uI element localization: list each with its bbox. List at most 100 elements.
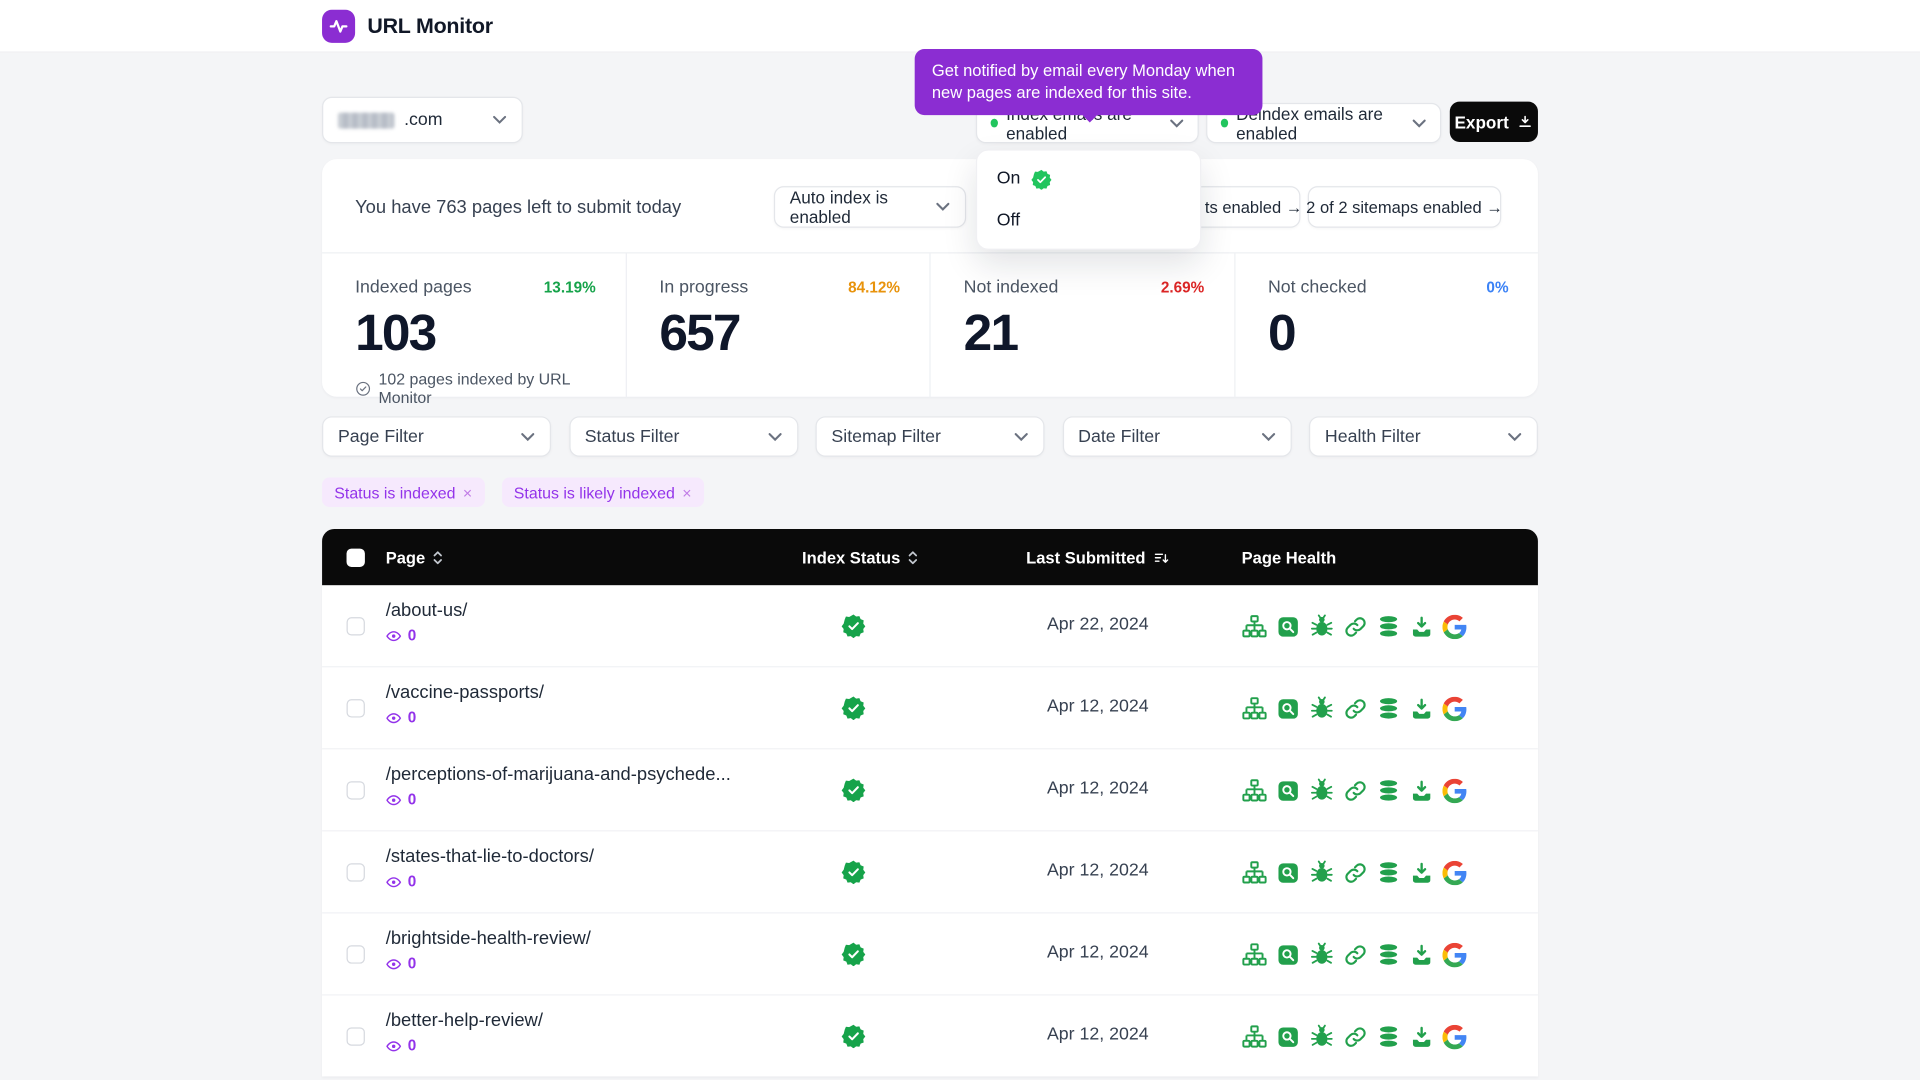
stat-label: Not checked	[1267, 277, 1367, 298]
page-inspect-icon[interactable]	[1276, 696, 1300, 720]
inbox-download-icon[interactable]	[1409, 614, 1433, 638]
column-header-page[interactable]: Page	[386, 529, 444, 585]
last-submitted-date: Apr 12, 2024	[1046, 778, 1149, 799]
link-icon[interactable]	[1343, 696, 1367, 720]
link-icon[interactable]	[1343, 614, 1367, 638]
page-path-link[interactable]: /vaccine-passports/	[385, 682, 544, 703]
inbox-download-icon[interactable]	[1409, 1024, 1433, 1048]
inbox-download-icon[interactable]	[1409, 778, 1433, 802]
stat-value: 0	[1267, 303, 1297, 362]
popup-option[interactable]: On	[977, 158, 1200, 200]
domain-select[interactable]: .com	[322, 96, 523, 144]
row-checkbox[interactable]	[346, 617, 365, 636]
column-header-last-submitted[interactable]: Last Submitted	[1026, 529, 1169, 585]
activity-pulse-icon	[322, 9, 356, 43]
index-status-badge	[841, 942, 866, 967]
select-all-checkbox[interactable]	[346, 547, 365, 567]
page-inspect-icon[interactable]	[1276, 942, 1300, 966]
auto-index-dropdown[interactable]: Auto index is enabled	[773, 186, 967, 228]
page-inspect-icon[interactable]	[1276, 614, 1300, 638]
sitemap-icon[interactable]	[1242, 860, 1268, 886]
database-icon[interactable]	[1376, 696, 1400, 720]
database-icon[interactable]	[1376, 860, 1400, 884]
crawler-bug-icon[interactable]	[1309, 696, 1335, 722]
filter-dropdown[interactable]: Health Filter	[1308, 416, 1538, 457]
filter-dropdown[interactable]: Date Filter	[1062, 416, 1292, 457]
crawler-bug-icon[interactable]	[1309, 1024, 1335, 1050]
export-label: Export	[1454, 112, 1509, 132]
page-inspect-icon[interactable]	[1276, 860, 1300, 884]
inbox-download-icon[interactable]	[1409, 860, 1433, 884]
quota-text: You have 763 pages left to submit today	[355, 197, 682, 218]
stat-percent: 0%	[1486, 279, 1509, 297]
page-views: 0	[386, 1037, 543, 1054]
page-path-link[interactable]: /states-that-lie-to-doctors/	[385, 846, 594, 867]
page-inspect-icon[interactable]	[1276, 778, 1300, 802]
sitemap-icon[interactable]	[1242, 1024, 1268, 1050]
inbox-download-icon[interactable]	[1409, 696, 1433, 720]
row-checkbox[interactable]	[346, 699, 365, 718]
sort-icon	[433, 550, 443, 564]
last-submitted-date: Apr 12, 2024	[1046, 860, 1149, 881]
chevron-down-icon	[1507, 432, 1522, 442]
remove-filter-icon[interactable]: ×	[462, 483, 473, 502]
chevron-down-icon	[767, 432, 782, 442]
sitemaps-enabled-button[interactable]: 2 of 2 sitemaps enabled →	[1306, 186, 1503, 228]
page-path-link[interactable]: /about-us/	[385, 599, 468, 621]
inbox-download-icon[interactable]	[1409, 942, 1433, 966]
index-emails-popup: On Off	[975, 149, 1202, 250]
google-icon[interactable]	[1442, 942, 1467, 967]
row-checkbox[interactable]	[346, 945, 365, 964]
popup-option[interactable]: Off	[996, 210, 1021, 231]
stat-card: Not indexed 2.69% 21	[929, 253, 1233, 398]
top-bar: URL Monitor	[0, 0, 1920, 53]
crawler-bug-icon[interactable]	[1309, 860, 1335, 886]
active-filter-chip: Status is likely indexed ×	[501, 477, 704, 507]
google-icon[interactable]	[1442, 614, 1467, 639]
brand[interactable]: URL Monitor	[322, 9, 493, 43]
filter-dropdown[interactable]: Page Filter	[322, 416, 552, 457]
sitemap-icon[interactable]	[1242, 778, 1268, 804]
page-health-icons	[1242, 778, 1467, 804]
link-icon[interactable]	[1343, 778, 1367, 802]
stats-row: Indexed pages 13.19% 103 102 pages index…	[322, 253, 1538, 407]
row-checkbox[interactable]	[346, 1027, 365, 1046]
filter-dropdown[interactable]: Status Filter	[568, 416, 798, 457]
database-icon[interactable]	[1376, 942, 1400, 966]
row-checkbox[interactable]	[346, 781, 365, 800]
database-icon[interactable]	[1376, 614, 1400, 638]
index-status-badge	[841, 696, 866, 720]
stat-percent: 2.69%	[1160, 279, 1205, 297]
page-path-link[interactable]: /better-help-review/	[385, 1010, 543, 1032]
google-icon[interactable]	[1442, 696, 1467, 721]
sitemap-icon[interactable]	[1242, 696, 1268, 722]
link-icon[interactable]	[1343, 1024, 1367, 1048]
database-icon[interactable]	[1376, 1024, 1400, 1048]
crawler-bug-icon[interactable]	[1309, 613, 1335, 639]
stat-label: In progress	[659, 277, 749, 298]
crawler-bug-icon[interactable]	[1309, 942, 1335, 968]
remove-filter-icon[interactable]: ×	[682, 483, 692, 502]
link-icon[interactable]	[1343, 860, 1367, 884]
column-header-index-status[interactable]: Index Status	[802, 529, 919, 585]
page-health-icons	[1242, 613, 1467, 639]
export-button[interactable]: Export	[1449, 101, 1538, 143]
link-icon[interactable]	[1343, 942, 1367, 966]
stat-card: Indexed pages 13.19% 103 102 pages index…	[322, 253, 625, 407]
page-inspect-icon[interactable]	[1276, 1024, 1300, 1048]
database-icon[interactable]	[1376, 778, 1400, 802]
page-path-link[interactable]: /perceptions-of-marijuana-and-psychede..…	[385, 764, 731, 785]
filter-dropdown[interactable]: Sitemap Filter	[815, 416, 1045, 457]
crawler-bug-icon[interactable]	[1309, 778, 1335, 804]
google-icon[interactable]	[1442, 1024, 1467, 1049]
sitemap-icon[interactable]	[1242, 613, 1268, 639]
deindex-emails-dropdown[interactable]: Deindex emails are enabled	[1206, 102, 1442, 144]
row-checkbox[interactable]	[346, 863, 365, 882]
sitemap-icon[interactable]	[1242, 942, 1268, 968]
table-row: /brightside-health-review/ 0 Apr 12, 202…	[322, 912, 1538, 995]
page-path-link[interactable]: /brightside-health-review/	[385, 928, 591, 949]
page-health-icons	[1242, 1024, 1467, 1050]
download-icon	[1517, 114, 1533, 130]
google-icon[interactable]	[1442, 778, 1467, 803]
google-icon[interactable]	[1442, 860, 1467, 885]
